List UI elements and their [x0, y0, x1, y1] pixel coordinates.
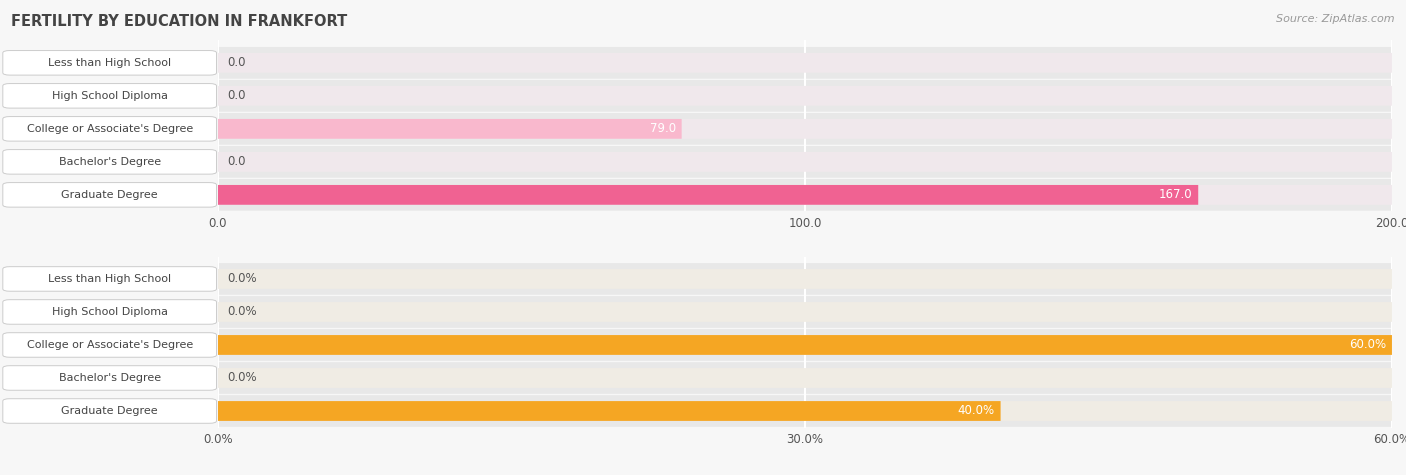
FancyBboxPatch shape: [218, 401, 1392, 421]
Text: Source: ZipAtlas.com: Source: ZipAtlas.com: [1277, 14, 1395, 24]
FancyBboxPatch shape: [218, 263, 1392, 295]
FancyBboxPatch shape: [218, 185, 1392, 205]
Text: Less than High School: Less than High School: [48, 58, 172, 68]
Text: FERTILITY BY EDUCATION IN FRANKFORT: FERTILITY BY EDUCATION IN FRANKFORT: [11, 14, 347, 29]
FancyBboxPatch shape: [218, 296, 1392, 328]
FancyBboxPatch shape: [218, 179, 1392, 211]
Text: College or Associate's Degree: College or Associate's Degree: [27, 340, 193, 350]
FancyBboxPatch shape: [218, 47, 1392, 79]
FancyBboxPatch shape: [218, 152, 1392, 172]
FancyBboxPatch shape: [218, 362, 1392, 394]
FancyBboxPatch shape: [218, 269, 1392, 289]
FancyBboxPatch shape: [218, 368, 1392, 388]
FancyBboxPatch shape: [218, 395, 1392, 427]
FancyBboxPatch shape: [218, 86, 1392, 106]
FancyBboxPatch shape: [218, 53, 1392, 73]
FancyBboxPatch shape: [218, 329, 1392, 361]
FancyBboxPatch shape: [218, 302, 1392, 322]
FancyBboxPatch shape: [218, 113, 1392, 145]
FancyBboxPatch shape: [218, 401, 1001, 421]
Text: 0.0: 0.0: [228, 57, 246, 69]
Text: College or Associate's Degree: College or Associate's Degree: [27, 124, 193, 134]
FancyBboxPatch shape: [218, 146, 1392, 178]
FancyBboxPatch shape: [218, 185, 1198, 205]
Text: Graduate Degree: Graduate Degree: [62, 190, 157, 200]
Text: 0.0: 0.0: [228, 89, 246, 102]
FancyBboxPatch shape: [218, 335, 1392, 355]
Text: 0.0%: 0.0%: [228, 273, 257, 285]
Text: Bachelor's Degree: Bachelor's Degree: [59, 157, 160, 167]
FancyBboxPatch shape: [218, 119, 682, 139]
FancyBboxPatch shape: [218, 119, 1392, 139]
Text: 167.0: 167.0: [1159, 189, 1192, 201]
Text: Less than High School: Less than High School: [48, 274, 172, 284]
FancyBboxPatch shape: [218, 80, 1392, 112]
Text: Graduate Degree: Graduate Degree: [62, 406, 157, 416]
FancyBboxPatch shape: [218, 335, 1392, 355]
Text: 0.0%: 0.0%: [228, 305, 257, 318]
Text: 40.0%: 40.0%: [957, 405, 994, 418]
Text: 0.0: 0.0: [228, 155, 246, 168]
Text: 0.0%: 0.0%: [228, 371, 257, 384]
Text: High School Diploma: High School Diploma: [52, 307, 167, 317]
Text: High School Diploma: High School Diploma: [52, 91, 167, 101]
Text: Bachelor's Degree: Bachelor's Degree: [59, 373, 160, 383]
Text: 60.0%: 60.0%: [1348, 339, 1386, 352]
Text: 79.0: 79.0: [650, 123, 676, 135]
